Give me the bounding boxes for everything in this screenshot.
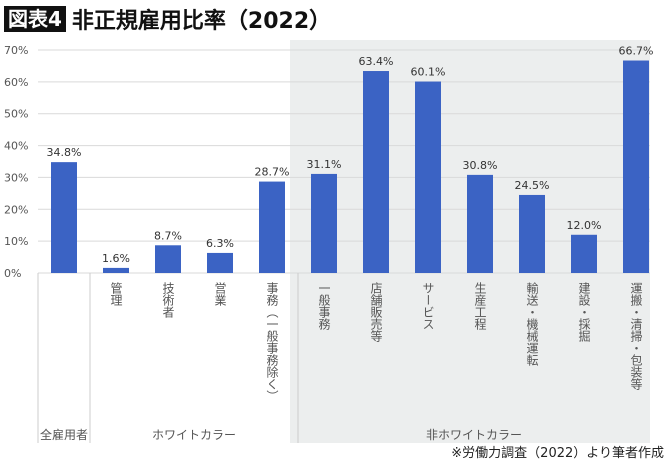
y-tick-label: 10% (4, 235, 28, 248)
bar-2 (155, 245, 181, 273)
bar-6 (363, 71, 389, 273)
x-tick-label: サービス (421, 282, 435, 330)
group-label: 非ホワイトカラー (425, 428, 522, 442)
y-tick-label: 0% (4, 267, 21, 280)
data-label: 12.0% (567, 219, 602, 232)
bar-7 (415, 81, 441, 273)
y-tick-label: 70% (4, 44, 28, 57)
x-tick-label: 技術者 (161, 282, 175, 318)
data-label: 30.8% (463, 159, 498, 172)
title-text: 非正規雇用比率（2022） (71, 9, 332, 34)
chart-title: 図表4 非正規雇用比率（2022） (4, 4, 331, 34)
data-label: 66.7% (619, 45, 654, 58)
bar-1 (103, 267, 129, 273)
data-label: 28.7% (255, 166, 290, 179)
data-label: 60.1% (411, 66, 446, 79)
source-note: ※労働力調査（2022）より筆者作成 (451, 446, 664, 461)
data-label: 34.8% (47, 146, 82, 159)
figure-badge: 図表4 (4, 6, 66, 32)
y-tick-label: 20% (4, 203, 28, 216)
x-tick-label: 運搬・清掃・包装等 (629, 282, 643, 390)
bar-10 (571, 234, 597, 273)
x-tick-label: 一般事務 (317, 282, 331, 330)
data-label: 31.1% (307, 158, 342, 171)
group-label: 全雇用者 (39, 428, 88, 442)
x-tick-label: 生産工程 (473, 282, 487, 330)
data-label: 24.5% (515, 179, 550, 192)
y-tick-label: 40% (4, 140, 28, 153)
x-tick-label: 建設・採掘 (577, 282, 591, 342)
x-tick-label: 輸送・機械運転 (525, 282, 539, 366)
y-tick-label: 60% (4, 76, 28, 89)
x-tick-label: 営業 (213, 282, 227, 306)
x-tick-label: 店舗販売等 (369, 282, 383, 342)
bar-9 (519, 194, 545, 273)
y-tick-label: 30% (4, 171, 28, 184)
x-tick-label: 事務（一般事務除く） (265, 282, 279, 402)
group-label: ホワイトカラー (151, 428, 236, 442)
bar-5 (311, 173, 337, 273)
bar-4 (259, 181, 285, 273)
x-tick-label: 管理 (109, 282, 123, 306)
bar-3 (207, 252, 233, 273)
y-tick-label: 50% (4, 108, 28, 121)
bar-11 (623, 60, 649, 274)
data-label: 8.7% (154, 229, 182, 242)
bar-0 (51, 162, 77, 273)
data-label: 6.3% (206, 237, 234, 250)
bar-8 (467, 174, 493, 273)
data-label: 1.6% (102, 252, 130, 265)
data-label: 63.4% (359, 55, 394, 68)
